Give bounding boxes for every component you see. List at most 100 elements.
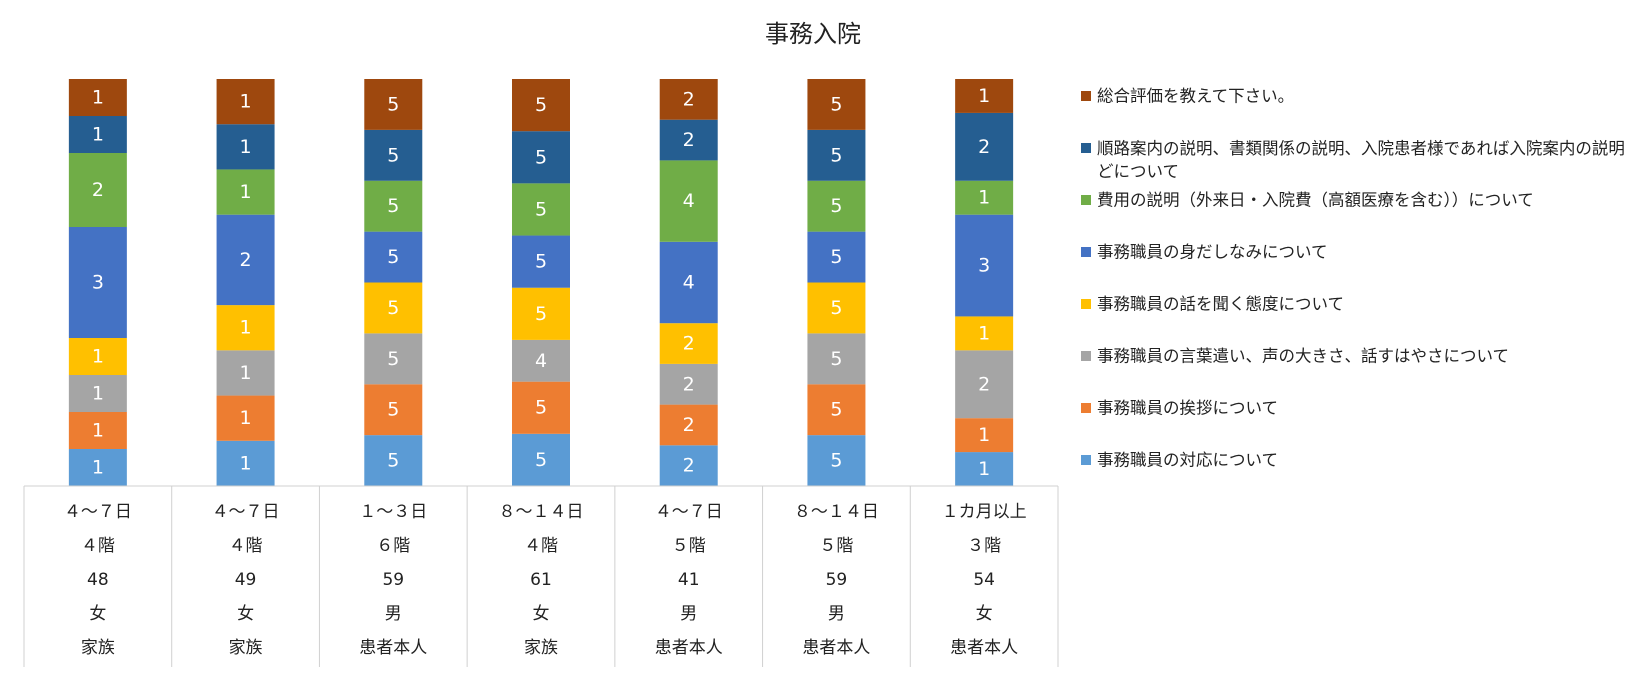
category-label: １～３日 bbox=[359, 502, 427, 522]
data-label: 1 bbox=[240, 91, 252, 113]
bar-segment bbox=[216, 79, 275, 125]
data-label: 1 bbox=[92, 87, 104, 109]
bar-segment bbox=[68, 153, 127, 227]
bar-segment bbox=[68, 79, 127, 116]
bar-segment bbox=[68, 227, 127, 338]
data-label: 2 bbox=[683, 455, 695, 477]
data-label: 1 bbox=[978, 424, 990, 446]
bar-segment bbox=[659, 323, 718, 364]
bar-segment bbox=[364, 231, 423, 283]
bar-segment bbox=[216, 214, 275, 306]
category-label: 男 bbox=[385, 604, 402, 624]
data-label: 5 bbox=[830, 297, 842, 319]
data-label: 5 bbox=[830, 450, 842, 472]
category-label: 女 bbox=[976, 604, 993, 624]
data-label: 4 bbox=[683, 272, 695, 294]
category-label: 男 bbox=[680, 604, 697, 624]
bar-segment bbox=[512, 339, 570, 382]
category-label: 家族 bbox=[524, 638, 558, 658]
category-label: 49 bbox=[235, 570, 257, 590]
bar-segment bbox=[807, 129, 866, 181]
data-label: 5 bbox=[387, 399, 399, 421]
data-label: 1 bbox=[92, 346, 104, 368]
category-label: １カ月以上 bbox=[942, 502, 1027, 522]
bar-segment bbox=[807, 282, 866, 334]
data-label: 1 bbox=[240, 452, 252, 474]
data-label: 5 bbox=[535, 146, 547, 168]
legend-swatch bbox=[1081, 247, 1091, 257]
legend-swatch bbox=[1081, 403, 1091, 413]
bar-segment bbox=[807, 180, 866, 232]
category-label: 男 bbox=[828, 604, 845, 624]
data-label: 5 bbox=[535, 449, 547, 471]
bar-segment bbox=[512, 131, 570, 184]
legend-swatch bbox=[1081, 91, 1091, 101]
data-label: 1 bbox=[92, 457, 104, 479]
bar-segment bbox=[364, 79, 423, 130]
category-label: 61 bbox=[530, 570, 552, 590]
bar-segment bbox=[364, 180, 423, 232]
legend-swatch bbox=[1081, 455, 1091, 465]
data-label: 2 bbox=[683, 414, 695, 436]
category-label: 患者本人 bbox=[655, 638, 723, 658]
data-label: 2 bbox=[683, 129, 695, 151]
data-label: 5 bbox=[830, 246, 842, 268]
bar-segment bbox=[512, 381, 570, 434]
data-label: 5 bbox=[387, 93, 399, 115]
data-label: 5 bbox=[830, 348, 842, 370]
legend-label: 事務職員の話を聞く態度について bbox=[1097, 295, 1344, 314]
bar-segment bbox=[955, 180, 1014, 215]
bar-segment bbox=[68, 116, 127, 153]
data-label: 5 bbox=[387, 144, 399, 166]
data-label: 2 bbox=[978, 136, 990, 158]
bar-segment bbox=[216, 395, 275, 441]
bar-segment bbox=[364, 333, 423, 385]
data-label: 5 bbox=[535, 303, 547, 325]
legend-label: 事務職員の身だしなみについて bbox=[1097, 243, 1328, 262]
legend-label: 事務職員の挨拶について bbox=[1097, 399, 1278, 418]
data-label: 1 bbox=[240, 181, 252, 203]
bar-segment bbox=[512, 433, 570, 486]
bar-segment bbox=[216, 440, 275, 486]
data-label: 2 bbox=[683, 373, 695, 395]
bar-segment bbox=[512, 79, 570, 132]
data-label: 3 bbox=[978, 255, 990, 277]
bar-segment bbox=[512, 287, 570, 340]
bar-segment bbox=[364, 129, 423, 181]
data-label: 4 bbox=[683, 190, 695, 212]
data-label: 5 bbox=[830, 144, 842, 166]
legend-label: 費用の説明（外来日・入院費（高額医療を含む））について bbox=[1097, 191, 1534, 210]
bar-segment bbox=[659, 79, 718, 120]
bar-segment bbox=[807, 79, 866, 130]
data-label: 1 bbox=[92, 124, 104, 146]
category-label: 女 bbox=[533, 604, 550, 624]
data-label: 5 bbox=[535, 94, 547, 116]
data-label: 2 bbox=[683, 333, 695, 355]
bar-segment bbox=[68, 449, 127, 486]
category-label: ８～１４日 bbox=[794, 502, 879, 522]
data-label: 3 bbox=[92, 272, 104, 294]
category-label: 48 bbox=[87, 570, 109, 590]
data-label: 5 bbox=[830, 195, 842, 217]
bar-segment bbox=[955, 452, 1014, 486]
category-label: ４階 bbox=[81, 536, 115, 556]
category-label: ４～７日 bbox=[212, 502, 280, 522]
legend-label: 総合評価を教えて下さい。 bbox=[1097, 87, 1294, 106]
bar-segment bbox=[659, 363, 718, 405]
chart-title: 事務入院 bbox=[765, 20, 861, 48]
bar-segment bbox=[68, 412, 127, 449]
bar-segment bbox=[512, 235, 570, 288]
legend-label: 順路案内の説明、書類関係の説明、入院患者様であれば入院案内の説明などについて bbox=[1097, 139, 1626, 181]
category-label: ４階 bbox=[229, 536, 263, 556]
legend: 総合評価を教えて下さい。順路案内の説明、書類関係の説明、入院患者様であれば入院案… bbox=[1081, 87, 1626, 470]
bar-segment bbox=[216, 169, 275, 215]
category-label: 女 bbox=[237, 604, 254, 624]
data-label: 5 bbox=[387, 246, 399, 268]
data-label: 1 bbox=[240, 136, 252, 158]
category-label: 54 bbox=[973, 570, 995, 590]
data-label: 5 bbox=[535, 198, 547, 220]
data-label: 2 bbox=[683, 88, 695, 110]
data-label: 5 bbox=[535, 251, 547, 273]
